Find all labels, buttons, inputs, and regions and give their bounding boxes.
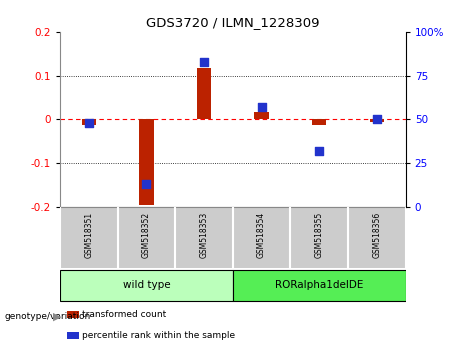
Text: wild type: wild type (123, 280, 170, 290)
Text: GSM518352: GSM518352 (142, 212, 151, 258)
Text: GSM518351: GSM518351 (84, 212, 93, 258)
Text: GSM518353: GSM518353 (200, 212, 208, 258)
Bar (67, 332, 79, 339)
Bar (312, 119, 326, 125)
Bar (233, 270, 406, 301)
Text: GSM518355: GSM518355 (315, 212, 324, 258)
Text: GSM518356: GSM518356 (372, 212, 381, 258)
Bar (370, 119, 384, 121)
Text: transformed count: transformed count (83, 310, 167, 319)
Bar (60, 270, 233, 301)
Text: RORalpha1delDE: RORalpha1delDE (275, 280, 363, 290)
Point (142, 181, 150, 187)
Bar (82, 119, 96, 125)
Bar (254, 112, 269, 119)
Text: percentile rank within the sample: percentile rank within the sample (83, 331, 236, 341)
Text: GSM518354: GSM518354 (257, 212, 266, 258)
Point (373, 116, 381, 122)
Text: genotype/variation: genotype/variation (5, 312, 91, 321)
Bar (67, 310, 79, 318)
Bar (197, 68, 211, 119)
Title: GDS3720 / ILMN_1228309: GDS3720 / ILMN_1228309 (146, 16, 319, 29)
Bar (139, 119, 154, 205)
Point (85, 120, 92, 126)
Point (315, 148, 323, 154)
Text: ▶: ▶ (53, 312, 61, 322)
Point (258, 104, 266, 110)
Point (200, 59, 207, 64)
